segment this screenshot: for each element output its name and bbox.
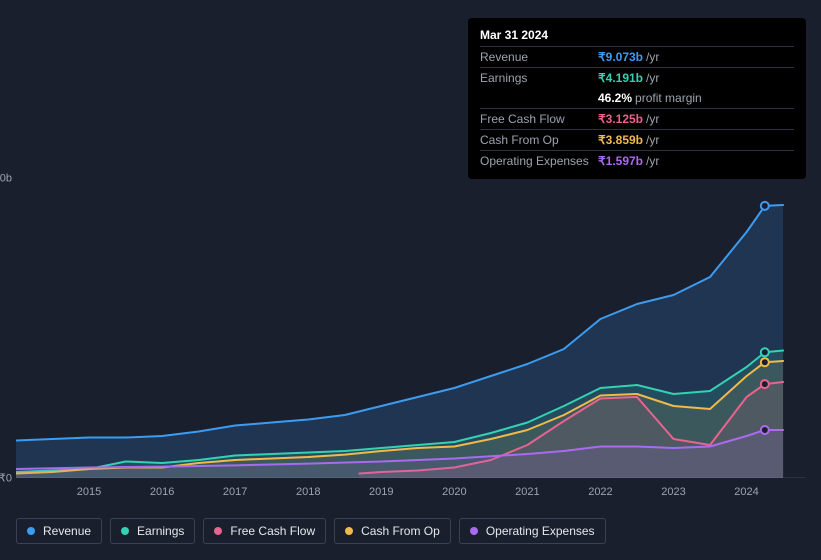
legend-label: Revenue bbox=[43, 524, 91, 538]
legend-item-revenue[interactable]: Revenue bbox=[16, 518, 102, 544]
tooltip-label: Free Cash Flow bbox=[480, 112, 598, 126]
chart-svg bbox=[16, 178, 805, 478]
tooltip-margin-label: profit margin bbox=[635, 91, 702, 105]
y-tick-label: ₹0 bbox=[0, 472, 12, 485]
x-tick-label: 2021 bbox=[515, 486, 539, 498]
tooltip-label: Revenue bbox=[480, 50, 598, 64]
tooltip-value: ₹3.125b bbox=[598, 112, 643, 126]
legend-dot-icon bbox=[214, 527, 222, 535]
x-tick-label: 2016 bbox=[150, 486, 174, 498]
chart-legend: Revenue Earnings Free Cash Flow Cash From O… bbox=[16, 518, 606, 544]
tooltip-value: ₹3.859b bbox=[598, 133, 643, 147]
x-tick-label: 2018 bbox=[296, 486, 320, 498]
x-tick-label: 2024 bbox=[734, 486, 758, 498]
tooltip-suffix: /yr bbox=[646, 133, 659, 147]
legend-dot-icon bbox=[27, 527, 35, 535]
legend-item-free-cash-flow[interactable]: Free Cash Flow bbox=[203, 518, 326, 544]
legend-item-cash-from-op[interactable]: Cash From Op bbox=[334, 518, 451, 544]
tooltip-value: ₹4.191b bbox=[598, 71, 643, 85]
tooltip-row-opex: Operating Expenses ₹1.597b /yr bbox=[480, 150, 794, 171]
legend-label: Cash From Op bbox=[361, 524, 440, 538]
legend-dot-icon bbox=[470, 527, 478, 535]
tooltip-value: ₹9.073b bbox=[598, 50, 643, 64]
tooltip-label: Operating Expenses bbox=[480, 154, 598, 168]
tooltip-date: Mar 31 2024 bbox=[480, 28, 794, 46]
tooltip-suffix: /yr bbox=[646, 50, 659, 64]
tooltip-row-earnings: Earnings ₹4.191b /yr bbox=[480, 67, 794, 88]
legend-label: Free Cash Flow bbox=[230, 524, 315, 538]
x-tick-label: 2017 bbox=[223, 486, 247, 498]
tooltip-value: ₹1.597b bbox=[598, 154, 643, 168]
tooltip-label: Cash From Op bbox=[480, 133, 598, 147]
legend-dot-icon bbox=[121, 527, 129, 535]
x-tick-label: 2020 bbox=[442, 486, 466, 498]
x-tick-label: 2022 bbox=[588, 486, 612, 498]
legend-dot-icon bbox=[345, 527, 353, 535]
legend-label: Operating Expenses bbox=[486, 524, 595, 538]
chart-tooltip: Mar 31 2024 Revenue ₹9.073b /yr Earnings… bbox=[468, 18, 806, 179]
x-tick-label: 2023 bbox=[661, 486, 685, 498]
tooltip-suffix: /yr bbox=[646, 71, 659, 85]
x-tick-label: 2019 bbox=[369, 486, 393, 498]
x-tick-label: 2015 bbox=[77, 486, 101, 498]
tooltip-suffix: /yr bbox=[646, 112, 659, 126]
tooltip-row-revenue: Revenue ₹9.073b /yr bbox=[480, 46, 794, 67]
tooltip-row-cfo: Cash From Op ₹3.859b /yr bbox=[480, 129, 794, 150]
tooltip-margin-value: 46.2% bbox=[598, 91, 632, 105]
tooltip-suffix: /yr bbox=[646, 154, 659, 168]
tooltip-row-margin: 46.2% profit margin bbox=[480, 88, 794, 108]
y-tick-label: ₹10b bbox=[0, 172, 12, 185]
tooltip-label: Earnings bbox=[480, 71, 598, 85]
legend-item-operating-expenses[interactable]: Operating Expenses bbox=[459, 518, 606, 544]
financials-chart[interactable]: ₹10b ₹0 bbox=[16, 178, 805, 478]
x-axis: 2015 2016 2017 2018 2019 2020 2021 2022 2023 2024 bbox=[16, 478, 805, 498]
legend-item-earnings[interactable]: Earnings bbox=[110, 518, 195, 544]
legend-label: Earnings bbox=[137, 524, 184, 538]
tooltip-row-fcf: Free Cash Flow ₹3.125b /yr bbox=[480, 108, 794, 129]
